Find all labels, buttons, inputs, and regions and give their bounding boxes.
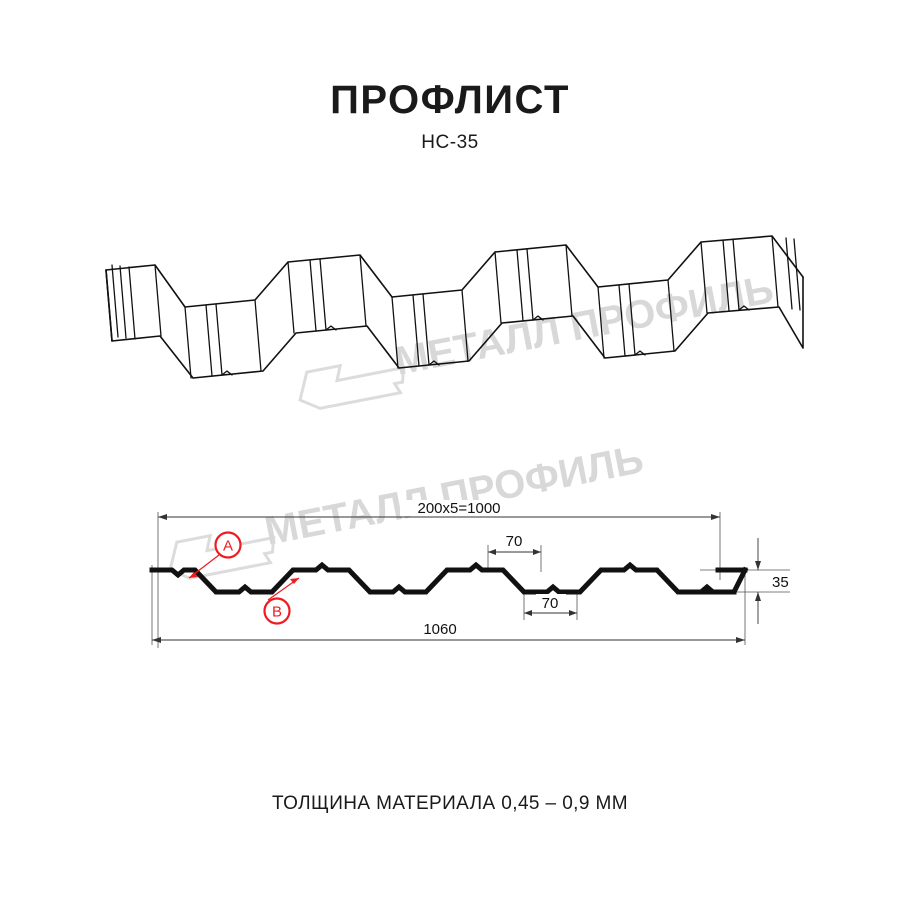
section-right-flange: [697, 567, 748, 595]
dimension-top-flat-label: 70: [506, 533, 523, 550]
dimension-overall-width: 1060: [152, 621, 745, 643]
page-subtitle: НС-35: [421, 132, 479, 153]
watermark-logo-shape-lower: [168, 533, 276, 580]
annotation-marker-a[interactable]: A: [188, 531, 242, 579]
watermark-upper-text: МЕТАЛЛ ПРОФИЛЬ: [391, 267, 777, 384]
annotation-marker-b[interactable]: B: [263, 577, 300, 625]
section-extension-lines: [151, 512, 790, 648]
isometric-profile-drawing: [105, 235, 804, 379]
iso-fold-lines: [111, 235, 801, 379]
material-thickness-note: ТОЛЩИНА МАТЕРИАЛА 0,45 – 0,9 ММ: [272, 793, 628, 814]
iso-stiffening-ribs: [221, 305, 750, 376]
marker-a-label: A: [223, 538, 233, 555]
marker-b-label: B: [272, 604, 282, 621]
dimension-height-label: 35: [772, 574, 789, 591]
section-profile-path: [149, 561, 749, 595]
dimension-top-flat: 70: [488, 532, 541, 555]
dimension-overall-width-label: 1060: [423, 621, 456, 638]
page-title: ПРОФЛИСТ: [330, 78, 570, 122]
dimension-height: 35: [755, 538, 789, 624]
watermark-logo-shape-upper: [298, 363, 406, 410]
marker-b-circle: [263, 597, 291, 625]
dimension-pitch-total: 200x5=1000: [158, 500, 720, 520]
iso-bottom-outline: [105, 269, 804, 379]
iso-left-end-face: [105, 269, 113, 342]
watermark-lower-text: МЕТАЛЛ ПРОФИЛЬ: [261, 437, 647, 554]
dimension-bottom-flat: 70: [524, 594, 577, 616]
marker-a-circle: [214, 531, 242, 559]
dimension-pitch-total-label: 200x5=1000: [418, 500, 501, 517]
dimension-bottom-flat-label: 70: [542, 595, 559, 612]
cross-section-drawing: 200x5=1000 70 70: [149, 500, 790, 648]
